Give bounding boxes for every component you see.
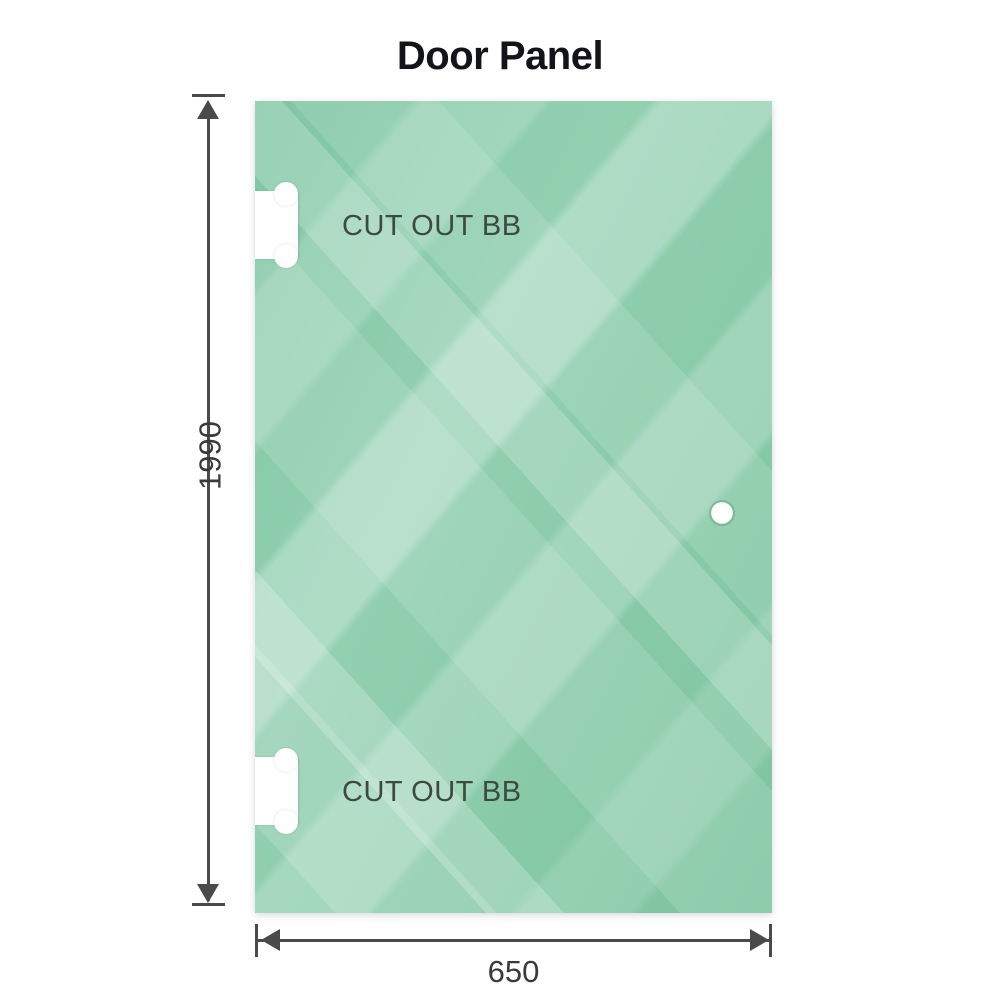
cutout-bottom-label: CUT OUT BB bbox=[342, 776, 522, 808]
handle-hole bbox=[711, 502, 733, 524]
height-dimension-tick-bottom bbox=[192, 903, 225, 906]
door-panel: CUT OUT BB CUT OUT BB bbox=[255, 101, 772, 913]
height-dimension-label: 1990 bbox=[192, 421, 228, 490]
cutout-lobe-bottom bbox=[274, 244, 298, 268]
width-dimension-line bbox=[257, 939, 770, 942]
width-dimension-tick-right bbox=[769, 924, 772, 957]
height-dimension-tick-top bbox=[192, 94, 225, 97]
page-title: Door Panel bbox=[396, 34, 604, 78]
cutout-top-label: CUT OUT BB bbox=[342, 210, 522, 242]
cutout-lobe-top bbox=[274, 182, 298, 206]
cutout-top bbox=[255, 182, 298, 268]
height-dimension-line bbox=[207, 103, 210, 901]
cutout-lobe-bottom bbox=[274, 810, 298, 834]
width-dimension-label: 650 bbox=[487, 954, 540, 989]
width-dimension-arrow-right bbox=[750, 929, 769, 951]
width-dimension-tick-left bbox=[255, 924, 258, 957]
cutout-bottom bbox=[255, 748, 298, 834]
glass-surface bbox=[255, 101, 772, 913]
height-dimension-arrow-bottom bbox=[197, 884, 219, 903]
cutout-lobe-top bbox=[274, 748, 298, 772]
